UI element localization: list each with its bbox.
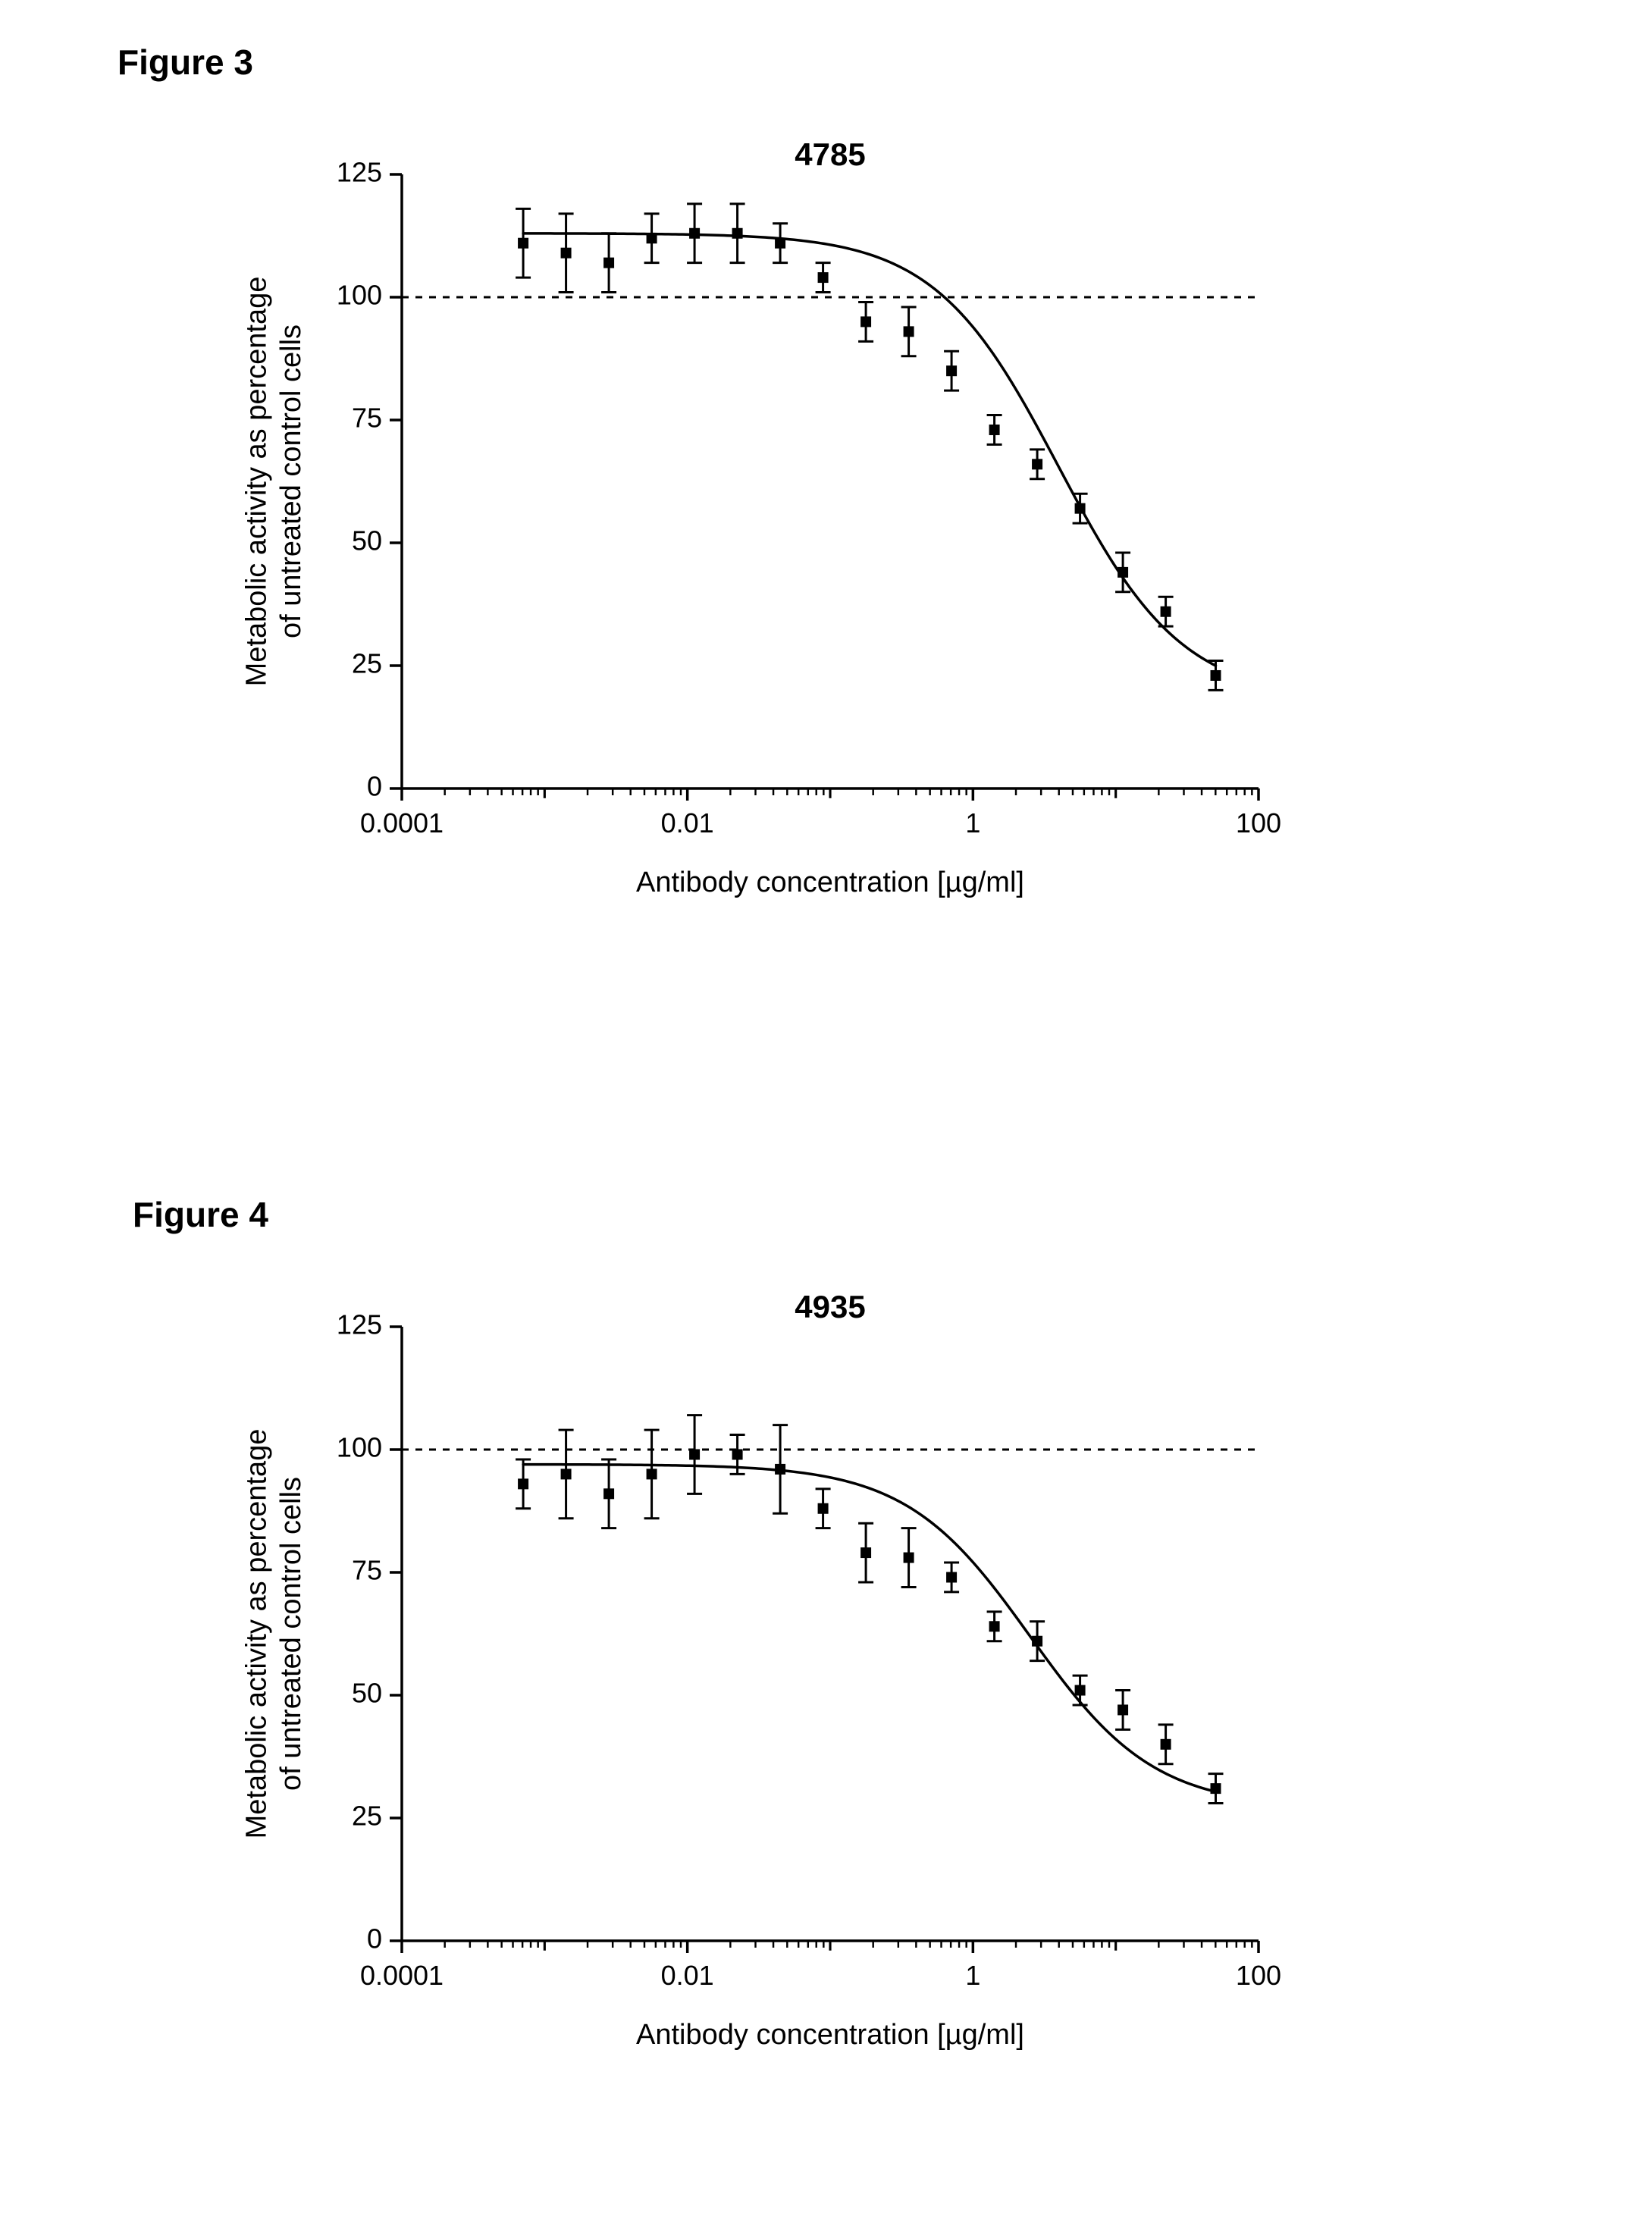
y-tick-label: 75 [352,1555,382,1586]
data-point [561,1469,572,1479]
y-axis-label-line2: of untreated control cells [275,324,307,638]
y-tick-label: 25 [352,1801,382,1832]
fit-curve [523,1465,1215,1792]
x-tick-label: 0.0001 [360,1960,444,1991]
data-point [818,272,829,283]
data-point [1032,459,1042,469]
y-tick-label: 50 [352,1678,382,1709]
data-point [603,1488,614,1499]
data-point [1161,607,1171,617]
y-axis-label-line1: Metabolic activity as percentage [241,277,273,687]
data-point [989,425,1000,435]
data-point [1161,1739,1171,1750]
x-tick-label: 0.01 [661,1960,714,1991]
x-tick-label: 100 [1236,1960,1281,1991]
data-point [689,1449,700,1459]
data-point [1211,670,1221,681]
y-axis-label: Metabolic activity as percentageof untre… [241,277,308,687]
y-tick-label: 125 [337,157,382,188]
y-tick-label: 100 [337,1432,382,1463]
y-tick-label: 0 [367,1923,382,1954]
data-point [1118,567,1128,578]
data-point [561,248,572,259]
data-point [603,258,614,268]
page: Figure 3 02550751001250.00010.0111004785… [0,0,1652,2213]
x-tick-label: 0.0001 [360,807,444,838]
data-point [1211,1783,1221,1794]
data-point [732,228,743,239]
x-axis-label: Antibody concentration [µg/ml] [636,867,1024,898]
data-point [946,1572,957,1582]
data-point [689,228,700,239]
chart-4935: 0 25 50 75 100 125 0.0001 0.01 1 100 4935 Antibody … [227,1281,1289,2085]
y-tick-label: 125 [337,1309,382,1340]
data-point [989,1621,1000,1632]
y-tick-label: 0 [367,771,382,802]
x-tick-label: 1 [965,807,980,838]
data-point [647,1469,657,1479]
y-axis-label-line1: Metabolic activity as percentage [241,1429,273,1839]
figure-4-label: Figure 4 [133,1194,268,1235]
x-tick-label: 1 [965,1960,980,1991]
chart-title: 4935 [795,1289,865,1324]
y-tick-label: 100 [337,280,382,311]
data-point [775,1464,785,1475]
figure-3-label: Figure 3 [118,42,253,83]
data-point [647,233,657,243]
data-point [904,326,914,337]
data-point [732,1449,743,1459]
chart-title: 4785 [795,136,865,172]
x-tick-label: 0.01 [661,807,714,838]
y-tick-label: 25 [352,648,382,679]
data-point [946,365,957,376]
y-axis-label: Metabolic activity as percentageof untre… [241,1429,308,1839]
data-point [904,1553,914,1563]
x-axis-label: Antibody concentration [µg/ml] [636,2019,1024,2051]
data-point [1032,1636,1042,1647]
x-tick-label: 100 [1236,807,1281,838]
data-point [1075,503,1086,514]
data-point [775,238,785,249]
data-point [1118,1704,1128,1715]
data-point [818,1503,829,1514]
data-point [860,1547,871,1558]
data-point [860,316,871,327]
data-point [518,1478,528,1489]
data-point [518,238,528,249]
chart-4785: 0 25 50 75 100 125 0.0001 0.01 1 100 4785 Antibody … [227,129,1289,933]
y-axis-label-line2: of untreated control cells [275,1477,307,1791]
data-point [1075,1685,1086,1696]
y-tick-label: 50 [352,525,382,556]
y-tick-label: 75 [352,403,382,434]
